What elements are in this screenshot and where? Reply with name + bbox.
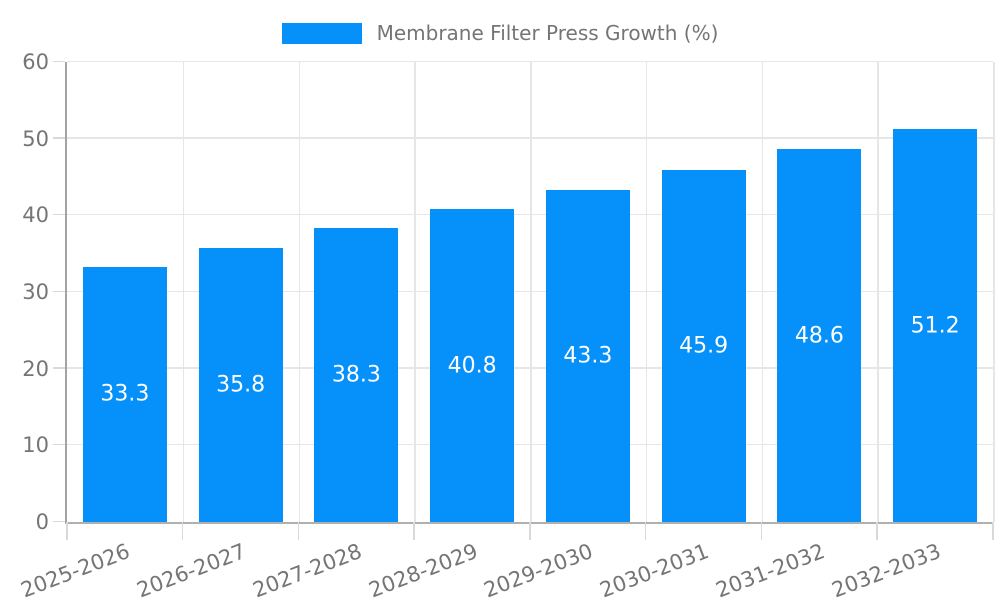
bar-value-label: 45.9: [679, 333, 729, 359]
y-tick-label: 40: [22, 203, 49, 228]
legend[interactable]: Membrane Filter Press Growth (%): [0, 21, 1000, 45]
x-tick: [529, 522, 531, 540]
bar-value-label: 51.2: [910, 313, 960, 339]
y-tick-label: 50: [22, 126, 49, 151]
y-tick-label: 60: [22, 50, 49, 74]
plot-area: 33.3 35.8 38.3 40.8 43.3 45.9 48.6 51.2 0 10 20 30…: [18, 50, 995, 600]
y-tick: [53, 137, 65, 139]
x-tick: [876, 522, 878, 540]
x-tick-label: 2026-2027: [133, 539, 250, 600]
y-tick-label: 0: [35, 510, 49, 534]
x-tick-label: 2027-2028: [249, 539, 365, 600]
legend-swatch: [281, 22, 362, 44]
x-tick: [66, 522, 68, 540]
legend-label: Membrane Filter Press Growth (%): [376, 21, 719, 45]
x-tick: [413, 522, 415, 540]
y-tick: [53, 60, 65, 62]
bar-2026-2027[interactable]: 35.8: [198, 247, 283, 522]
bar-value-label: 48.6: [794, 323, 844, 349]
x-tick-label: 2031-2032: [712, 539, 828, 600]
y-tick: [53, 290, 65, 292]
x-gridline: [530, 62, 532, 522]
x-tick-label: 2032-2033: [828, 539, 944, 600]
x-gridline: [414, 62, 416, 522]
bar-value-label: 38.3: [331, 362, 381, 388]
x-gridline: [645, 62, 648, 522]
y-tick: [53, 443, 65, 446]
x-tick: [181, 522, 184, 540]
y-tick-label: 20: [22, 356, 49, 381]
bar-2028-2029[interactable]: 40.8: [430, 209, 515, 522]
y-tick: [53, 520, 65, 522]
x-gridline: [877, 62, 879, 522]
x-tick: [644, 522, 647, 540]
x-tick-label: 2029-2030: [481, 539, 597, 600]
x-tick: [760, 522, 762, 540]
bar-value-label: 33.3: [100, 381, 150, 407]
y-tick: [53, 367, 65, 369]
x-tick-label: 2028-2029: [365, 539, 481, 600]
bar-2025-2026[interactable]: 33.3: [82, 266, 167, 522]
bar-2032-2033[interactable]: 51.2: [893, 129, 978, 522]
bar-value-label: 35.8: [216, 372, 266, 398]
bar-2031-2032[interactable]: 48.6: [777, 149, 862, 522]
x-gridline: [761, 62, 763, 522]
x-tick-label: 2025-2026: [18, 539, 134, 600]
bar-2029-2030[interactable]: 43.3: [545, 190, 630, 522]
bar-2030-2031[interactable]: 45.9: [661, 170, 746, 522]
y-gridline: [67, 60, 993, 62]
y-tick: [53, 213, 65, 216]
bar-value-label: 43.3: [563, 343, 613, 369]
x-tick-label: 2030-2031: [596, 539, 713, 600]
x-tick: [992, 522, 994, 540]
x-gridline: [993, 62, 995, 522]
x-gridline: [298, 62, 300, 522]
bar-2027-2028[interactable]: 38.3: [314, 228, 399, 522]
x-tick: [297, 522, 299, 540]
y-tick-label: 30: [22, 280, 49, 304]
bar-value-label: 40.8: [447, 353, 497, 379]
x-gridline: [182, 62, 185, 522]
y-tick-label: 10: [22, 433, 49, 458]
